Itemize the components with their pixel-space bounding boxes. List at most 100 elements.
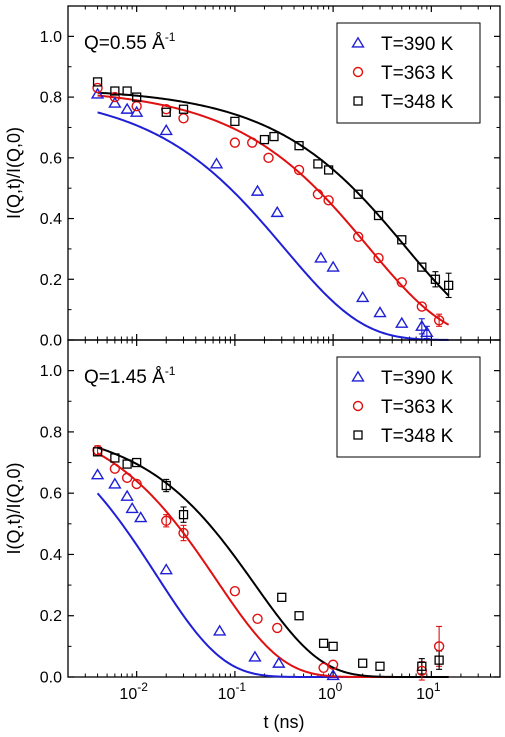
panel-1: 0.0 0.2 0.4 0.6 0.8 1.0 I(Q,t)/I(Q,0) Q=0.55 Å-… [4,5,501,350]
data-point [323,165,334,175]
data-point [129,105,144,117]
data-point [293,164,305,176]
fit-curve [97,446,449,678]
legend-item: T=363 K [352,63,454,84]
data-point [328,641,338,652]
y-axis: 0.0 0.2 0.4 0.6 0.8 1.0 [40,29,500,350]
y-axis-title: I(Q,t)/I(Q,0) [4,127,24,219]
data-point [397,235,407,245]
data-point [430,274,441,284]
data-point [122,459,132,469]
y-tick-label: 0.4 [40,211,62,228]
data-point [375,661,385,671]
y-tick-label: 0.8 [40,90,62,107]
data-point [108,96,122,108]
data-point [416,301,428,312]
data-point [323,195,334,206]
y-tick-label: 0.6 [40,486,62,503]
data-point [326,668,340,681]
legend: T=390 K T=363 K T=348 K [336,356,481,458]
data-point [121,472,133,484]
data-point [92,447,103,457]
data-point [277,592,287,602]
data-points [90,445,445,681]
legend-item: T=390 K [351,34,454,55]
legend-label: T=363 K [381,397,454,418]
data-point [269,131,279,142]
data-point [313,159,323,169]
data-point [434,655,444,665]
x-tick-label: 101 [416,680,441,703]
data-point [122,86,132,96]
data-point [90,87,105,99]
data-point [318,638,329,648]
data-point [353,189,363,199]
data-point [110,86,120,96]
x-tick-label: 100 [318,680,343,703]
fit-curve [97,111,449,341]
legend-label: T=348 K [381,426,454,447]
data-point [229,137,241,148]
data-point [212,624,227,636]
data-point [246,137,258,148]
x-tick-labels: 10-2 10-1 100 101 [119,680,440,703]
fit-curve [97,94,450,326]
data-point [433,641,445,652]
legend-label: T=390 K [381,34,454,55]
q-label-main: Q=1.45 Å [84,367,165,388]
data-point [270,205,284,218]
data-point [161,480,171,491]
data-point [395,316,409,328]
data-point [355,290,370,303]
fit-curve [96,492,449,678]
data-point [125,501,139,514]
data-point [248,650,262,662]
q-label-superscript: -1 [165,364,176,378]
data-point [433,315,445,326]
data-point [209,157,224,169]
legend-marker [352,66,364,78]
data-point [326,260,340,272]
data-point [250,184,265,196]
legend-marker [353,430,363,440]
x-axis-title: t (ns) [263,712,304,732]
x-tick-exponent: 0 [336,680,343,694]
data-point [159,123,173,136]
data-point [178,113,189,124]
x-tick-label: 10-1 [218,680,247,703]
data-point [420,325,434,338]
data-point [120,102,134,114]
data-point [396,277,407,288]
data-point [415,319,429,331]
data-point [352,231,364,242]
q-label: Q=1.45 Å-1 [84,364,176,388]
data-point [109,463,121,474]
data-point [131,478,142,490]
x-tick-mantissa: 10 [119,686,137,703]
data-point [159,563,173,575]
legend-label: T=348 K [381,92,454,113]
x-tick-mantissa: 10 [416,686,434,703]
data-point [230,116,240,127]
data-point [110,453,120,463]
data-point [373,210,384,221]
x-tick-label: 10-2 [119,680,148,703]
data-point [417,661,427,671]
data-point [373,306,387,318]
x-tick-exponent: 1 [434,680,441,694]
x-tick-mantissa: 10 [318,686,336,703]
legend-item: T=348 K [353,426,454,447]
data-point [132,457,142,468]
data-point [132,92,142,102]
data-point [318,662,329,674]
y-tick-label: 1.0 [40,363,62,380]
data-point [90,468,105,480]
y-tick-label: 0.0 [40,333,62,350]
legend-marker [351,36,365,48]
panel-2: 0.00.20.40.60.81.0I(Q,t)/I(Q,0)Q=1.45 Å-… [4,339,501,732]
data-point [161,515,172,526]
data-point [327,659,339,670]
y-tick-label: 0.6 [40,150,62,167]
legend-item: T=363 K [352,397,454,418]
fit-curve [97,91,450,297]
